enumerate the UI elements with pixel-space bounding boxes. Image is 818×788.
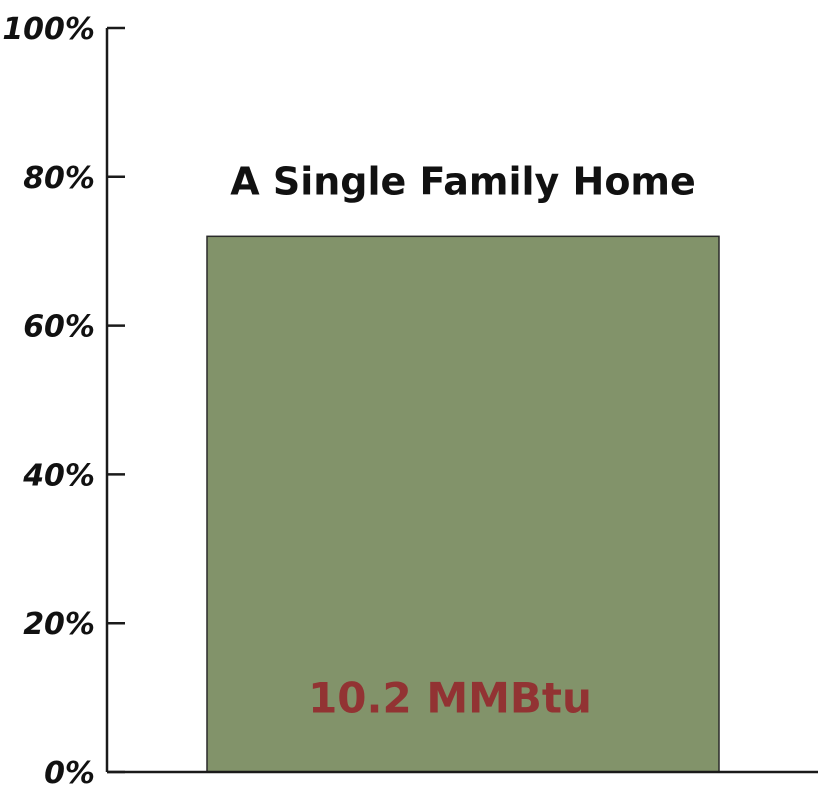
y-tick-label-2: 40% xyxy=(22,458,95,493)
data-label-0: 10.2 MMBtu xyxy=(308,673,592,722)
y-axis: 0% 20% 40% 60% 80% 100% xyxy=(2,12,125,788)
category-label-0: A Single Family Home xyxy=(230,159,696,203)
y-tick-label-5: 100% xyxy=(2,12,95,47)
y-tick-label-1: 20% xyxy=(23,607,95,642)
bars: A Single Family Home 10.2 MMBtu xyxy=(206,159,720,773)
y-tick-label-0: 0% xyxy=(44,756,95,788)
y-tick-label-4: 80% xyxy=(23,161,95,196)
y-tick-label-3: 60% xyxy=(23,310,95,345)
